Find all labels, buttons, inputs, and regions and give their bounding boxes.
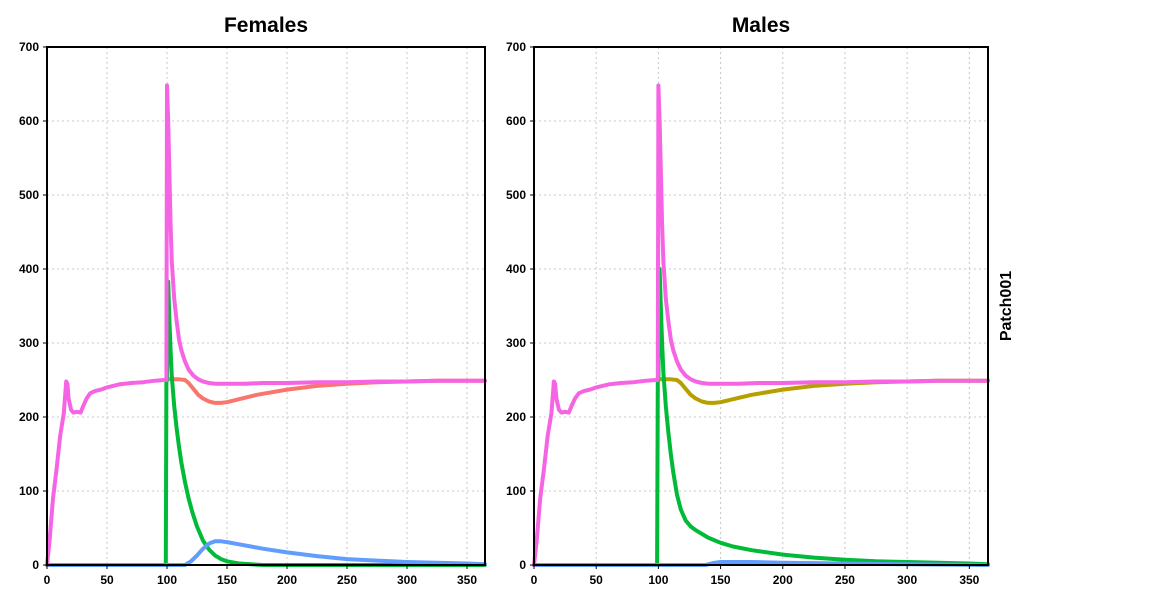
x-tick-label: 50 bbox=[590, 573, 604, 587]
series-line-3 bbox=[45, 539, 487, 567]
y-tick-label: 300 bbox=[506, 336, 526, 350]
y-tick-label: 300 bbox=[19, 336, 39, 350]
series-line-2 bbox=[532, 267, 990, 567]
plot-frame bbox=[46, 46, 486, 566]
y-tick-label: 700 bbox=[506, 40, 526, 54]
y-tick-label: 700 bbox=[19, 40, 39, 54]
x-tick-label: 350 bbox=[457, 573, 477, 587]
x-tick-label: 50 bbox=[100, 573, 114, 587]
y-tick-label: 400 bbox=[19, 262, 39, 276]
x-tick-label: 300 bbox=[397, 573, 417, 587]
x-tick-label: 100 bbox=[648, 573, 668, 587]
females-panel: 0 50 100 150 200 250 300 350 0 100 200 300 400 500 600… bbox=[19, 14, 487, 587]
series-line-4 bbox=[532, 83, 990, 567]
x-tick-label: 150 bbox=[217, 573, 237, 587]
y-tick-label: 500 bbox=[506, 188, 526, 202]
strip-label: Patch001 bbox=[998, 271, 1015, 341]
x-tick-label: 350 bbox=[959, 573, 979, 587]
x-tick-label: 0 bbox=[44, 573, 51, 587]
x-tick-label: 100 bbox=[157, 573, 177, 587]
plot-frame bbox=[533, 46, 989, 566]
y-tick-label: 200 bbox=[506, 410, 526, 424]
females-title: Females bbox=[224, 14, 308, 37]
y-tick-label: 600 bbox=[19, 114, 39, 128]
males-title: Males bbox=[732, 14, 790, 37]
males-panel: 0 50 100 150 200 250 300 350 0 100 200 300 400 500 600… bbox=[506, 14, 1015, 587]
series-line-4 bbox=[45, 83, 487, 567]
x-tick-label: 300 bbox=[897, 573, 917, 587]
y-tick-label: 0 bbox=[519, 558, 526, 572]
x-tick-label: 250 bbox=[835, 573, 855, 587]
y-tick-label: 0 bbox=[32, 558, 39, 572]
x-tick-label: 200 bbox=[277, 573, 297, 587]
y-tick-label: 400 bbox=[506, 262, 526, 276]
y-tick-label: 100 bbox=[19, 484, 39, 498]
series-line-3 bbox=[532, 560, 990, 567]
x-tick-label: 250 bbox=[337, 573, 357, 587]
x-tick-label: 150 bbox=[711, 573, 731, 587]
x-tick-label: 200 bbox=[773, 573, 793, 587]
y-tick-label: 200 bbox=[19, 410, 39, 424]
y-tick-label: 100 bbox=[506, 484, 526, 498]
x-tick-label: 0 bbox=[531, 573, 538, 587]
y-tick-label: 600 bbox=[506, 114, 526, 128]
y-tick-label: 500 bbox=[19, 188, 39, 202]
series-line-2 bbox=[45, 279, 487, 567]
